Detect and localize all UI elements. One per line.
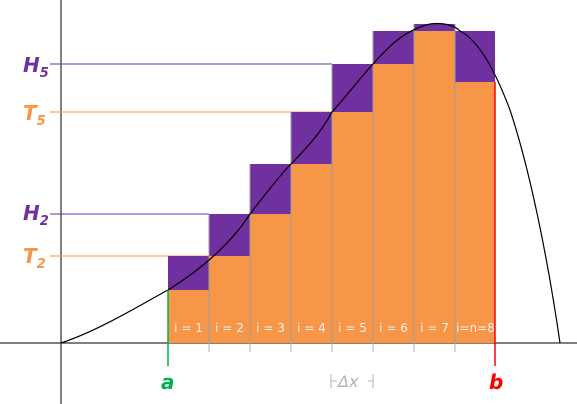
delta-x-bracket bbox=[330, 374, 374, 388]
index-label-4: i = 4 bbox=[297, 321, 326, 335]
lower-rect-1 bbox=[168, 290, 209, 343]
index-label-2: i = 2 bbox=[215, 321, 244, 335]
lower-rect-4 bbox=[291, 164, 332, 343]
lower-rect-2 bbox=[209, 256, 250, 343]
lower-rect-6 bbox=[373, 64, 414, 343]
delta-x-label: Δx bbox=[336, 372, 359, 391]
h5-label: H5 bbox=[23, 53, 49, 81]
t2-label: T2 bbox=[23, 244, 46, 272]
index-label-6: i = 6 bbox=[379, 321, 408, 335]
lower-sum-rectangles bbox=[168, 31, 495, 343]
lower-rect-7 bbox=[414, 31, 455, 343]
x-axis-ticks bbox=[208, 343, 456, 352]
lower-rect-5 bbox=[332, 112, 373, 343]
index-label-3: i = 3 bbox=[256, 321, 285, 335]
index-label-1: i = 1 bbox=[174, 321, 203, 335]
b-label: b bbox=[489, 370, 503, 394]
index-labels: i = 1 i = 2 i = 3 i = 4 i = 5 i = 6 i = 7 i=n=8 bbox=[174, 321, 495, 335]
a-label: a bbox=[161, 370, 175, 394]
t5-label: T5 bbox=[23, 101, 46, 129]
index-label-8: i=n=8 bbox=[456, 321, 495, 335]
index-label-7: i = 7 bbox=[420, 321, 449, 335]
index-label-5: i = 5 bbox=[338, 321, 367, 335]
function-curve bbox=[60, 22, 561, 344]
lower-rect-3 bbox=[250, 214, 291, 343]
rectangle-dividers bbox=[208, 24, 456, 343]
h2-label: H2 bbox=[23, 201, 49, 229]
lower-rect-8 bbox=[455, 82, 495, 343]
